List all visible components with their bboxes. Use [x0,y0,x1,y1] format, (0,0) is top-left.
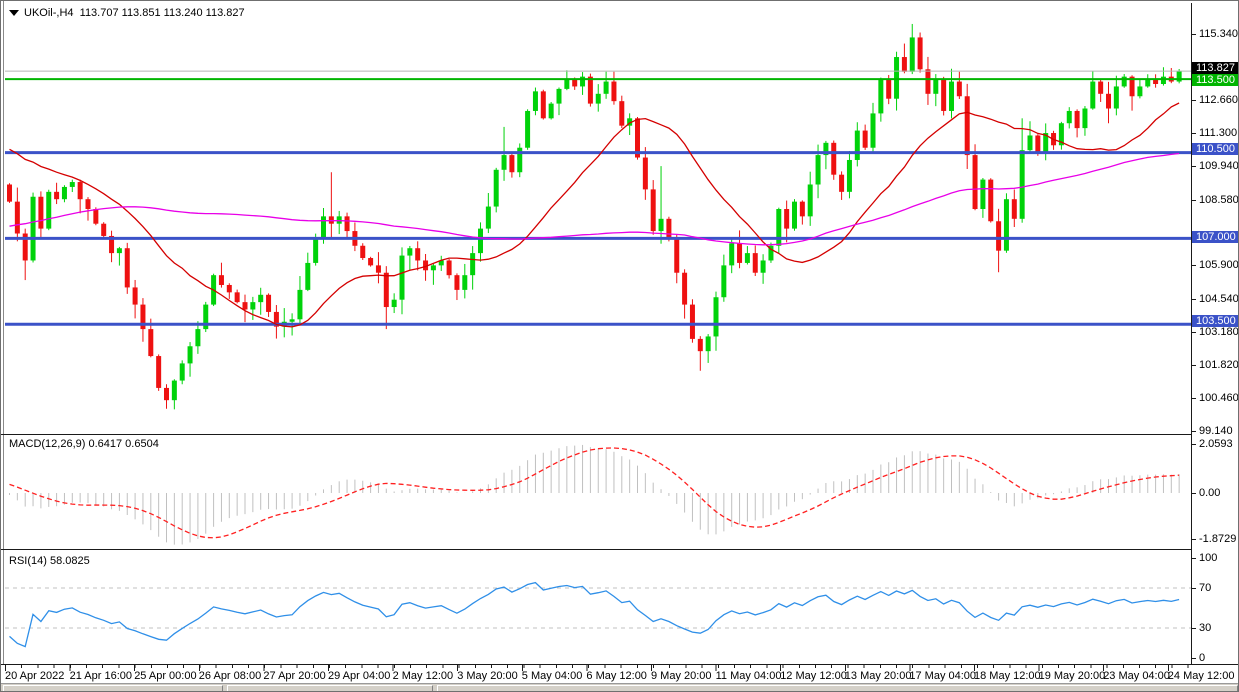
rsi-tick-label: 30 [1199,622,1212,634]
macd-chart [9,444,1180,545]
time-tick-label: 27 Apr 20:00 [263,670,326,682]
symbol-dropdown-icon[interactable] [9,10,19,16]
rsi-line [9,581,1180,648]
price-tick-mark [1191,200,1196,201]
rsi-tick-label: 0 [1199,652,1206,664]
price-badge: 107.000 [1192,231,1238,243]
panel-separator[interactable] [1,434,1238,435]
chart-title: UKOil-,H4 113.707 113.851 113.240 113.82… [9,7,245,19]
price-axis-border [1191,3,1192,665]
price-axis[interactable] [1191,1,1238,664]
time-tick-label: 2 May 12:00 [392,670,454,682]
rsi-tick-mark [1191,588,1196,589]
time-tick-label: 26 Apr 08:00 [198,670,262,682]
price-tick-mark [1191,398,1196,399]
price-badge: 110.500 [1192,143,1238,155]
price-tick-mark [1191,332,1196,333]
price-tick-label: 111.300 [1199,127,1238,139]
symbol-period-label: UKOil-,H4 [24,7,74,19]
time-tick-label: 3 May 20:00 [457,670,518,682]
price-tick-mark [1191,265,1196,266]
time-tick-label: 11 May 04:00 [715,670,782,682]
time-axis-major-ticks [5,665,1191,671]
rsi-tick-label: 70 [1199,582,1212,594]
macd-tick-mark [1191,539,1196,540]
price-tick-label: 115.340 [1199,28,1238,40]
macd-tick-mark [1191,493,1196,494]
price-tick-label: 101.820 [1199,359,1239,371]
rsi-panel[interactable] [5,550,1191,664]
price-tick-label: 104.540 [1199,293,1239,305]
rsi-tick-label: 100 [1199,552,1218,564]
price-tick-mark [1191,34,1196,35]
price-tick-mark [1191,166,1196,167]
price-tick-label: 103.180 [1199,326,1239,338]
time-tick-label: 25 Apr 00:00 [134,670,197,682]
ma-slow [9,152,1180,246]
time-tick-label: 20 Apr 2022 [5,670,65,682]
price-tick-label: 109.940 [1199,160,1239,172]
time-tick-label: 6 May 12:00 [586,670,647,682]
rsi-chart [5,581,1191,648]
time-tick-label: 18 May 12:00 [974,670,1041,682]
time-tick-label: 21 Apr 16:00 [69,670,132,682]
time-tick-label: 24 May 12:00 [1167,670,1235,682]
macd-tick-mark [1191,444,1196,445]
macd-tick-label: 0.00 [1199,487,1221,499]
horizontal-levels [5,70,1191,326]
macd-histogram [9,444,1180,545]
price-tick-label: 100.460 [1199,392,1239,404]
macd-tick-label: 2.0593 [1199,438,1233,450]
time-tick-label: 13 May 20:00 [844,670,912,682]
time-tick-label: 19 May 20:00 [1038,670,1106,682]
rsi-tick-mark [1191,658,1196,659]
price-tick-label: 112.660 [1199,94,1238,106]
price-badge: 113.827 [1192,62,1238,74]
price-tick-label: 99.140 [1199,425,1233,437]
macd-label: MACD(12,26,9) 0.6417 0.6504 [9,438,159,450]
rsi-tick-mark [1191,558,1196,559]
time-axis[interactable]: 20 Apr 2022 21 Apr 16:00 25 Apr 00:00 26 Ap… [1,665,1238,683]
bottom-scrollbar-strip[interactable] [1,683,1238,691]
macd-panel[interactable] [5,435,1191,548]
scrollbar-segment[interactable] [227,685,433,691]
candlestick-chart [5,23,1191,410]
macd-signal-line [9,447,1180,539]
time-tick-label: 9 May 20:00 [651,670,712,682]
macd-tick-label: -1.8729 [1199,533,1237,545]
price-tick-label: 108.580 [1199,194,1239,206]
time-tick-label: 5 May 04:00 [521,670,583,682]
time-tick-label: 23 May 04:00 [1103,670,1170,682]
candles-group [7,23,1182,410]
main-chart-panel[interactable] [5,4,1191,434]
panel-separator[interactable] [1,549,1238,550]
ohlc-values: 113.707 113.851 113.240 113.827 [79,7,245,19]
price-badge: 103.500 [1192,315,1238,327]
price-tick-mark [1191,100,1196,101]
scrollbar-segment[interactable] [437,685,1238,691]
price-tick-mark [1191,299,1196,300]
time-tick-label: 29 Apr 04:00 [328,670,391,682]
price-tick-label: 105.900 [1199,259,1239,271]
price-badge: 113.500 [1192,74,1238,86]
price-tick-mark [1191,365,1196,366]
scrollbar-segment[interactable] [3,685,223,691]
panel-separator[interactable] [1,664,1238,665]
rsi-label: RSI(14) 58.0825 [9,555,90,567]
window-inner-edge [3,1,4,691]
time-tick-label: 12 May 12:00 [780,670,847,682]
rsi-tick-mark [1191,628,1196,629]
ma-fast [9,102,1180,328]
price-tick-mark [1191,133,1196,134]
time-tick-label: 17 May 04:00 [909,670,977,682]
price-tick-mark [1191,431,1196,432]
